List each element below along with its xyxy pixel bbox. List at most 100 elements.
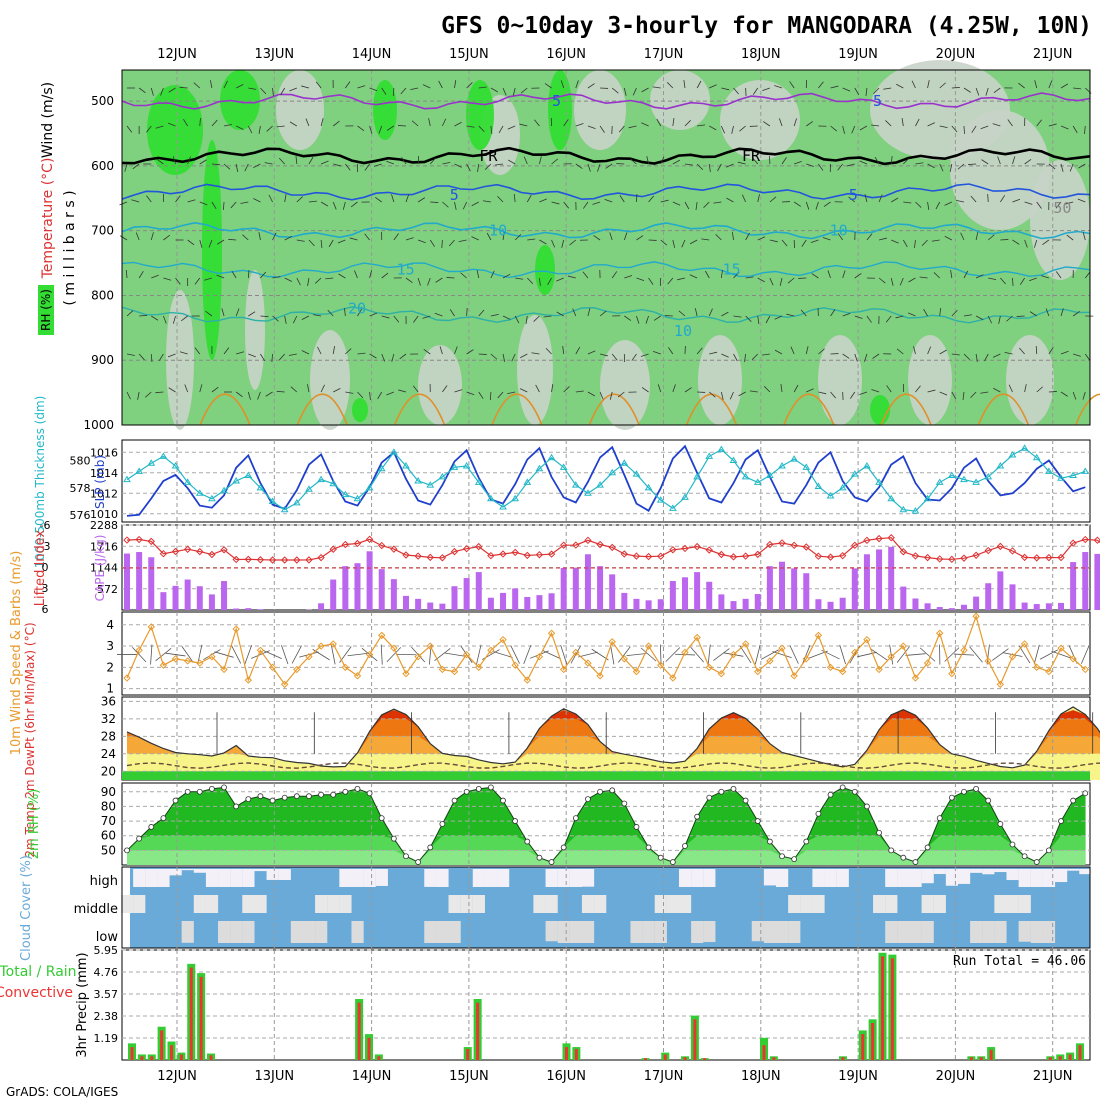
cloud-cell (133, 869, 146, 887)
thickness-point (887, 494, 896, 502)
wind-barb (477, 163, 480, 172)
thickness-point (511, 494, 520, 502)
thickness-point (644, 483, 653, 491)
wind-barb (337, 239, 346, 244)
cloud-cell (666, 895, 680, 913)
wind-barb (611, 353, 618, 361)
cape-bar (694, 572, 701, 610)
precip-convective-bar (357, 1002, 361, 1060)
wind-barb (667, 277, 674, 285)
lifted-index-point (511, 548, 519, 557)
wind10-barb (299, 651, 319, 658)
wind10-point (183, 657, 192, 665)
wind-barb (296, 239, 305, 242)
thickness-point (741, 472, 750, 480)
wind-barb (1077, 198, 1086, 203)
wind-barb (345, 163, 351, 171)
wind-barb (377, 391, 383, 400)
wind-barb (1084, 353, 1091, 361)
wind10-point (644, 642, 653, 650)
wind-barb (266, 125, 273, 132)
wind-barb (611, 87, 619, 94)
wind10-barb (510, 645, 520, 664)
wind-barb (163, 277, 172, 281)
wind10-point (475, 663, 483, 672)
wind10-barb (263, 650, 282, 659)
wind10-barb (992, 648, 1009, 661)
wind10-point (754, 667, 762, 676)
cloud-row-label: middle (74, 902, 118, 917)
wind-barb (523, 156, 528, 165)
wind10-barb (617, 646, 631, 663)
cloud-cell (193, 895, 206, 913)
wind-barb (765, 315, 771, 324)
wind-barb (648, 277, 654, 285)
wind-barb (398, 389, 407, 393)
rh2m-point (706, 794, 713, 801)
lifted-index-point (390, 545, 398, 553)
wind-barb (763, 386, 771, 393)
wind-barb (126, 310, 134, 317)
wind-barb (167, 122, 176, 127)
thickness-point (790, 455, 799, 462)
isotherm-label: 5 (450, 186, 459, 204)
wind-barb (592, 201, 601, 205)
lifted-index-point (851, 541, 859, 550)
wind-barb (260, 271, 267, 279)
wind-barb (381, 272, 389, 279)
wind-barb (609, 232, 613, 241)
rh-high-area (202, 140, 222, 360)
wind10-barb (523, 645, 532, 665)
wind-barb (280, 87, 286, 96)
wind-barb (842, 87, 851, 92)
wind-barb (369, 87, 378, 92)
wind-barb (744, 353, 747, 362)
lifted-index-point (378, 541, 386, 550)
wind-barb (295, 156, 298, 165)
wind-barb (484, 163, 492, 170)
wind10-point (535, 652, 544, 661)
wind-barb (466, 125, 475, 128)
wind-barb (544, 83, 552, 89)
wind-barb (240, 201, 249, 204)
cloud-cell (654, 895, 667, 913)
wind-barb (428, 118, 431, 127)
wind-barb (846, 163, 855, 167)
wind10-barb (542, 649, 561, 660)
wind-barb (289, 87, 297, 92)
thickness-point (972, 478, 980, 485)
wind-barb (873, 87, 880, 95)
cloud-cell (1018, 895, 1031, 913)
wind-barb (531, 352, 540, 355)
wind-barb (539, 156, 542, 165)
wind-barb (497, 195, 504, 203)
thickness-point (960, 475, 968, 483)
ylabel-precip: 3hr Precip (mm) (75, 952, 90, 1057)
rh2m-point (718, 788, 725, 795)
rh-low-area (245, 270, 265, 390)
rh-low-area (818, 335, 862, 425)
wind-barb (187, 199, 196, 203)
wind-barb (599, 310, 607, 317)
wind-barb (575, 123, 584, 127)
precip-convective-bar (1048, 1057, 1052, 1060)
wind-barb (901, 118, 904, 127)
wind10-point (923, 659, 932, 667)
precip-convective-bar (890, 958, 894, 1060)
warm-isotherm (977, 393, 1030, 426)
wind10-barb (444, 652, 465, 657)
cloud-cell (448, 895, 461, 913)
rh2m-point (730, 785, 737, 792)
wind10-series (126, 614, 1086, 686)
rh2m-point (948, 794, 955, 801)
wind-barb (701, 238, 710, 241)
wind-barb (333, 388, 341, 393)
lifted-index-point (705, 546, 713, 554)
wind-barb (179, 86, 188, 89)
cloud-cell (1006, 869, 1019, 881)
wind10-barb (493, 651, 513, 658)
wind-barb (490, 313, 499, 317)
wind-barb (1072, 391, 1077, 400)
precip-convective-bar (871, 1023, 875, 1060)
wind-barb (1048, 80, 1053, 89)
